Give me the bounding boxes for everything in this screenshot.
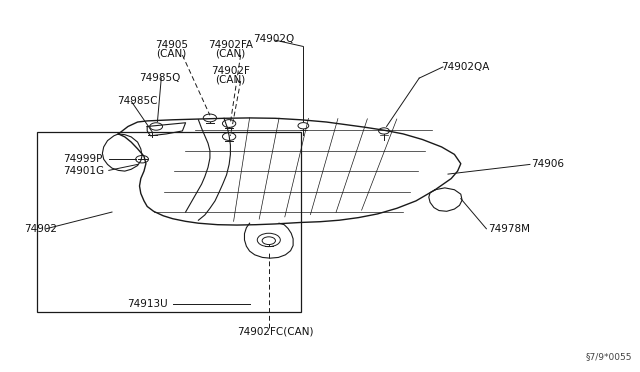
Text: 74902F: 74902F (211, 67, 250, 76)
Text: 74902QA: 74902QA (442, 62, 490, 72)
Text: 74913U: 74913U (127, 299, 167, 309)
Text: 74985Q: 74985Q (140, 73, 181, 83)
Text: (CAN): (CAN) (156, 49, 187, 59)
Text: 74906: 74906 (531, 160, 564, 169)
Text: 74999P: 74999P (63, 154, 102, 164)
Text: (CAN): (CAN) (215, 49, 246, 59)
Text: 74902FA: 74902FA (208, 41, 253, 50)
Text: (CAN): (CAN) (215, 75, 246, 85)
Text: 74902FC(CAN): 74902FC(CAN) (237, 327, 314, 337)
Text: 74902: 74902 (24, 224, 58, 234)
Text: 74901G: 74901G (63, 166, 104, 176)
Text: §7/9*0055: §7/9*0055 (586, 352, 632, 361)
Text: 74902Q: 74902Q (253, 34, 294, 44)
Text: 74985C: 74985C (117, 96, 157, 106)
Text: 74978M: 74978M (488, 224, 530, 234)
Text: 74905: 74905 (155, 41, 188, 50)
